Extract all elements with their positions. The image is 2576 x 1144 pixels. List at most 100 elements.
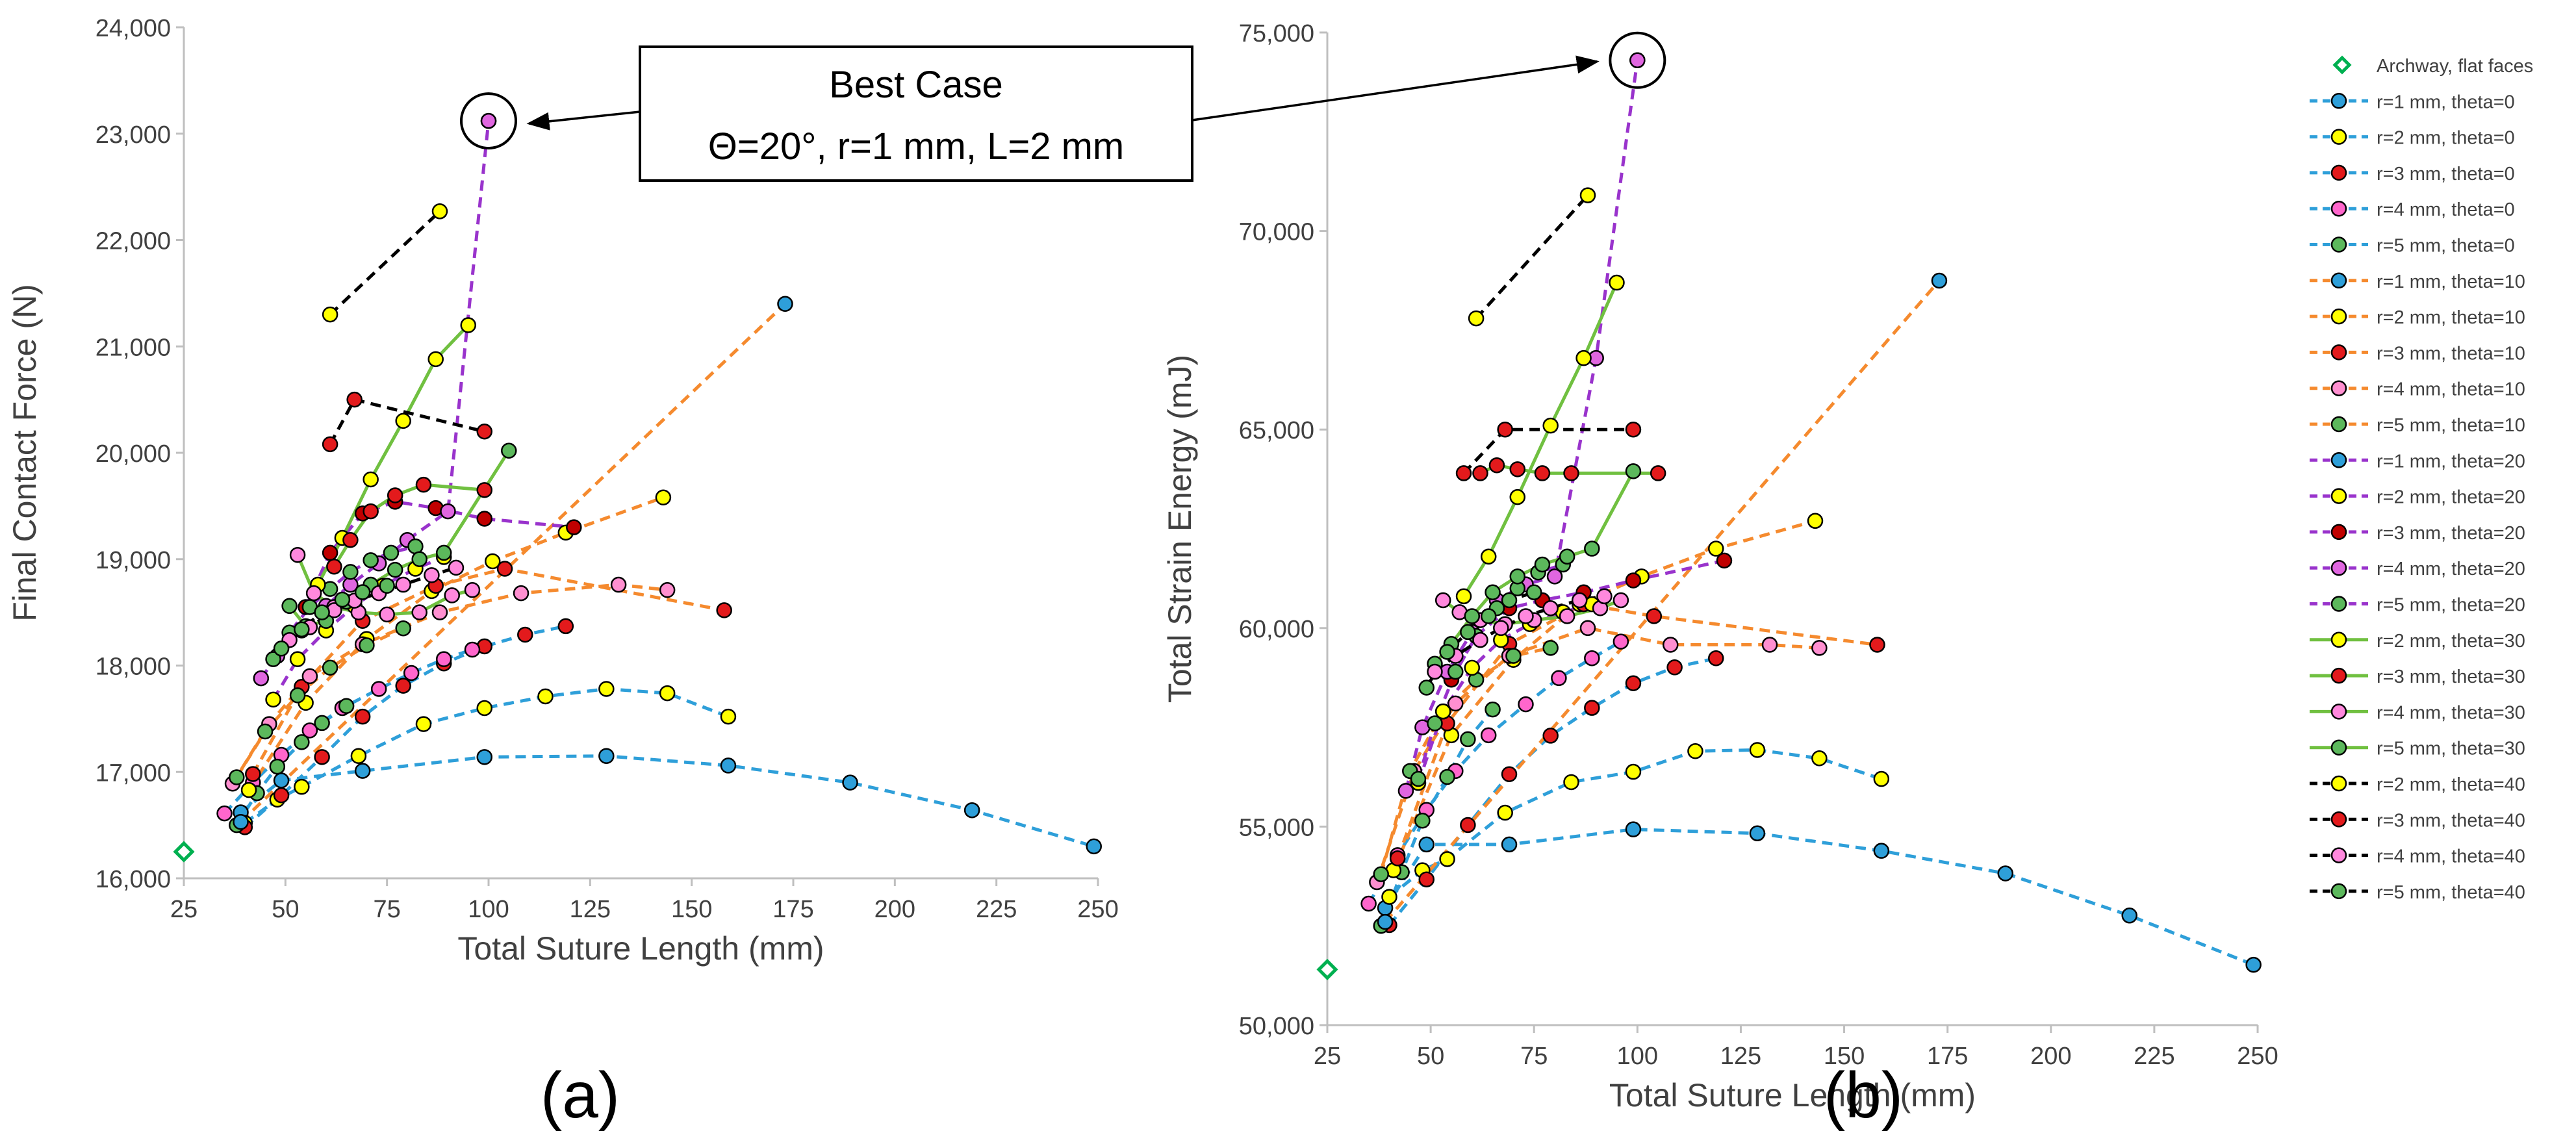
data-point-r4t30 <box>464 581 481 598</box>
data-point-r5t30 <box>1584 540 1600 557</box>
data-point-r2t30 <box>427 351 444 368</box>
legend-marker <box>2330 93 2347 109</box>
data-point-r2t40 <box>1468 310 1485 327</box>
legend-marker <box>2330 452 2347 468</box>
data-point-r2t0 <box>1625 763 1642 780</box>
legend-marker <box>2330 524 2347 540</box>
data-point-r1t0 <box>1418 836 1435 853</box>
data-point-r4t40 <box>424 567 440 583</box>
data-point-r5t10 <box>395 620 411 637</box>
x-tick-label: 175 <box>772 896 813 923</box>
data-point-r5t30 <box>501 442 517 459</box>
legend-label: r=4 mm, theta=40 <box>2377 846 2525 867</box>
legend-item-r3t0: r=3 mm, theta=0 <box>2310 164 2515 184</box>
legend-item-r2t0: r=2 mm, theta=0 <box>2310 128 2515 149</box>
data-point-r4t0 <box>301 722 318 739</box>
annotation-detail: Θ=20°, r=1 mm, L=2 mm <box>708 125 1124 168</box>
legend-label: r=3 mm, theta=10 <box>2377 343 2525 364</box>
x-tick-label: 25 <box>170 896 198 923</box>
data-point-r4t40 <box>448 559 465 576</box>
x-tick-label: 200 <box>2030 1043 2071 1070</box>
data-point-r2t30 <box>460 317 476 333</box>
data-point-r1t10 <box>1377 913 1394 930</box>
data-point-r4t20 <box>253 670 270 687</box>
data-point-r2t40 <box>1579 187 1596 203</box>
data-point-r5t40 <box>314 604 330 620</box>
y-tick-label: 60,000 <box>1239 616 1314 643</box>
x-tick-label: 250 <box>1077 896 1118 923</box>
data-point-r2t0 <box>598 681 615 697</box>
data-point-r4t30 <box>289 546 306 563</box>
data-point-r5t0 <box>294 734 310 750</box>
legend-label: r=3 mm, theta=20 <box>2377 523 2525 544</box>
legend-item-r4t20: r=4 mm, theta=20 <box>2310 559 2525 579</box>
data-point-r5t40 <box>294 621 310 638</box>
x-tick-label: 250 <box>2237 1043 2278 1070</box>
legend-item-r2t20: r=2 mm, theta=20 <box>2310 487 2525 508</box>
x-tick-label: 50 <box>1417 1043 1444 1070</box>
data-point-r3t20 <box>566 519 582 535</box>
x-tick-label: 225 <box>976 896 1017 923</box>
data-point-r2t20 <box>1435 703 1451 720</box>
data-point-r4t40 <box>395 576 411 593</box>
data-point-r5t30 <box>411 551 427 567</box>
series-line-r2t0 <box>244 687 729 824</box>
series-line-r4t10 <box>231 583 668 785</box>
data-point-r4t30 <box>379 606 395 623</box>
data-point-r5t40 <box>1418 680 1435 696</box>
data-point-r2t0 <box>1563 774 1579 791</box>
data-point-r3t0 <box>314 749 330 765</box>
data-point-r5t30 <box>435 544 452 561</box>
legend-label: r=2 mm, theta=40 <box>2377 774 2525 795</box>
x-tick-label: 150 <box>1824 1043 1865 1070</box>
x-tick-label: 75 <box>1520 1043 1548 1070</box>
data-point-r5t40 <box>379 578 395 594</box>
legend-marker <box>2330 739 2347 756</box>
legend-item-r5t10: r=5 mm, theta=10 <box>2310 415 2525 436</box>
data-point-r4t40 <box>1596 588 1613 605</box>
data-point-r3t0 <box>1708 650 1724 667</box>
data-point-r3t0 <box>354 708 371 725</box>
data-point-r5t0 <box>1460 731 1476 748</box>
data-point-r2t0 <box>415 716 432 732</box>
data-point-r1t10 <box>777 296 793 312</box>
data-point-r1t10 <box>1931 272 1948 289</box>
data-point-r3t0 <box>395 678 411 694</box>
data-point-r1t0 <box>354 763 371 779</box>
data-point-r5t30 <box>1464 608 1481 624</box>
data-point-r4t0 <box>1480 727 1497 744</box>
data-point-r4t10 <box>1447 695 1464 712</box>
legend-item-r4t40: r=4 mm, theta=40 <box>2310 846 2525 867</box>
data-point-r2t0 <box>1811 750 1828 767</box>
data-point-r2t30 <box>1542 417 1559 434</box>
data-point-r3t10 <box>716 602 732 618</box>
data-point-flat <box>1316 958 1338 980</box>
data-point-r5t10 <box>229 769 245 785</box>
legend-label: r=1 mm, theta=20 <box>2377 451 2525 472</box>
legend-item-r4t30: r=4 mm, theta=30 <box>2310 702 2525 723</box>
data-point-r4t40 <box>1518 608 1534 624</box>
data-point-r3t30 <box>415 476 432 493</box>
data-point-r3t10 <box>1389 850 1406 867</box>
best-case-annotation: Best Case Θ=20°, r=1 mm, L=2 mm <box>526 45 1600 182</box>
data-point-r4t30 <box>444 587 460 604</box>
y-axis-title: Total Strain Energy (mJ) <box>1162 355 1198 703</box>
legend-item-r5t20: r=5 mm, theta=20 <box>2310 595 2525 616</box>
data-point-r2t10 <box>240 782 257 798</box>
data-point-r5t40 <box>1525 584 1542 601</box>
data-point-r3t20 <box>1716 552 1733 569</box>
data-point-r5t40 <box>354 584 371 600</box>
y-tick-label: 24,000 <box>96 15 171 42</box>
legend-marker <box>2330 344 2347 361</box>
data-point-r4t0 <box>435 651 452 667</box>
data-point-r4t0 <box>1551 670 1567 687</box>
data-point-r3t0 <box>1584 700 1600 716</box>
data-point-r2t0 <box>1497 804 1513 821</box>
data-point-r5t10 <box>1505 648 1522 664</box>
legend-item-r4t10: r=4 mm, theta=10 <box>2310 379 2525 400</box>
legend-label: Archway, flat faces <box>2377 56 2533 77</box>
annotation-box <box>639 45 1193 182</box>
legend-item-r5t30: r=5 mm, theta=30 <box>2310 739 2525 759</box>
data-point-r4t0 <box>464 641 481 658</box>
